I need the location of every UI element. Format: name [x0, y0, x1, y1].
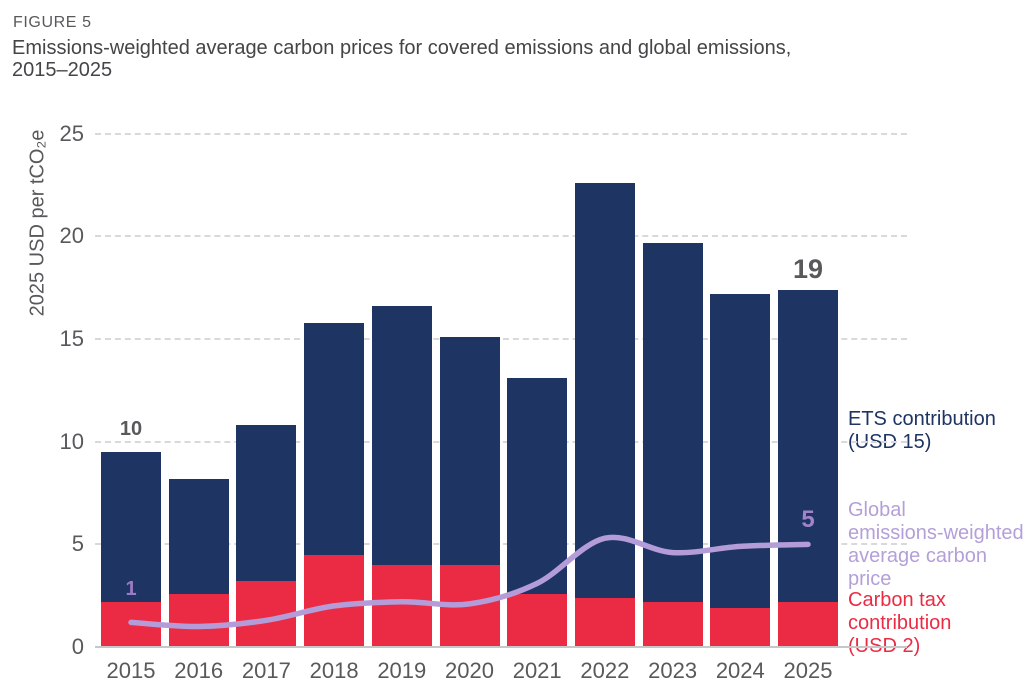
annotation-value-10: 10 [119, 417, 143, 440]
gridline-15 [95, 338, 907, 341]
bar-segment-carbon-tax-2022 [574, 597, 635, 646]
x-tick-label-2022: 2022 [580, 658, 630, 683]
gridline-10 [95, 440, 907, 443]
y-tick-label-5: 5 [71, 531, 84, 557]
bar-segment-ets-2018 [304, 322, 365, 555]
y-tick-label-0: 0 [71, 634, 84, 659]
x-tick-label-2016: 2016 [174, 658, 224, 683]
bar-segment-ets-2017 [236, 425, 297, 582]
x-tick-label-2021: 2021 [512, 658, 562, 683]
bar-segment-carbon-tax-2023 [642, 601, 703, 646]
x-tick-label-2019: 2019 [377, 658, 427, 683]
legend-ets-contribution: ETS contribution (USD 15) [848, 408, 996, 453]
x-tick-label-2018: 2018 [309, 658, 359, 683]
x-tick-label-2015: 2015 [106, 658, 156, 683]
bar-segment-carbon-tax-2017 [236, 581, 297, 646]
annotation-value-19: 19 [792, 253, 824, 284]
y-tick-label-10: 10 [59, 428, 84, 454]
gridline-20 [95, 235, 907, 238]
y-tick-label-25: 25 [59, 120, 84, 146]
x-axis-line [95, 646, 907, 648]
gridline-25 [95, 132, 907, 135]
bar-segment-ets-2020 [439, 336, 500, 565]
x-tick-label-2017: 2017 [241, 658, 291, 683]
annotation-value-5: 5 [801, 506, 815, 534]
figure-number-label: FIGURE 5 [13, 14, 92, 31]
bar-segment-carbon-tax-2019 [371, 564, 432, 646]
x-tick-label-2020: 2020 [445, 658, 494, 683]
x-tick-label-2025: 2025 [783, 658, 833, 683]
bar-segment-carbon-tax-2025 [778, 601, 838, 646]
bar-segment-ets-2016 [168, 478, 229, 594]
bar-segment-ets-2024 [710, 293, 771, 608]
legend-global-average-carbon-price: Global emissions-weighted average carbon… [848, 499, 1024, 590]
bar-segment-carbon-tax-2016 [168, 593, 229, 646]
bar-segment-carbon-tax-2021 [507, 593, 568, 646]
bar-segment-carbon-tax-2015 [101, 601, 161, 646]
y-tick-label-20: 20 [59, 223, 84, 249]
bar-segment-carbon-tax-2020 [439, 564, 500, 646]
bar-segment-ets-2021 [507, 378, 568, 594]
x-tick-label-2023: 2023 [648, 658, 698, 683]
bar-segment-ets-2019 [371, 306, 432, 565]
x-tick-label-2024: 2024 [715, 658, 765, 683]
bar-segment-ets-2022 [574, 183, 635, 598]
bar-segment-carbon-tax-2024 [710, 607, 771, 646]
annotation-value-1: 1 [125, 577, 137, 600]
bar-segment-ets-2023 [642, 242, 703, 602]
figure-title: Emissions-weighted average carbon prices… [12, 37, 792, 81]
bar-segment-ets-2025 [778, 289, 838, 602]
y-tick-label-15: 15 [59, 326, 84, 352]
bar-segment-carbon-tax-2018 [304, 554, 365, 646]
